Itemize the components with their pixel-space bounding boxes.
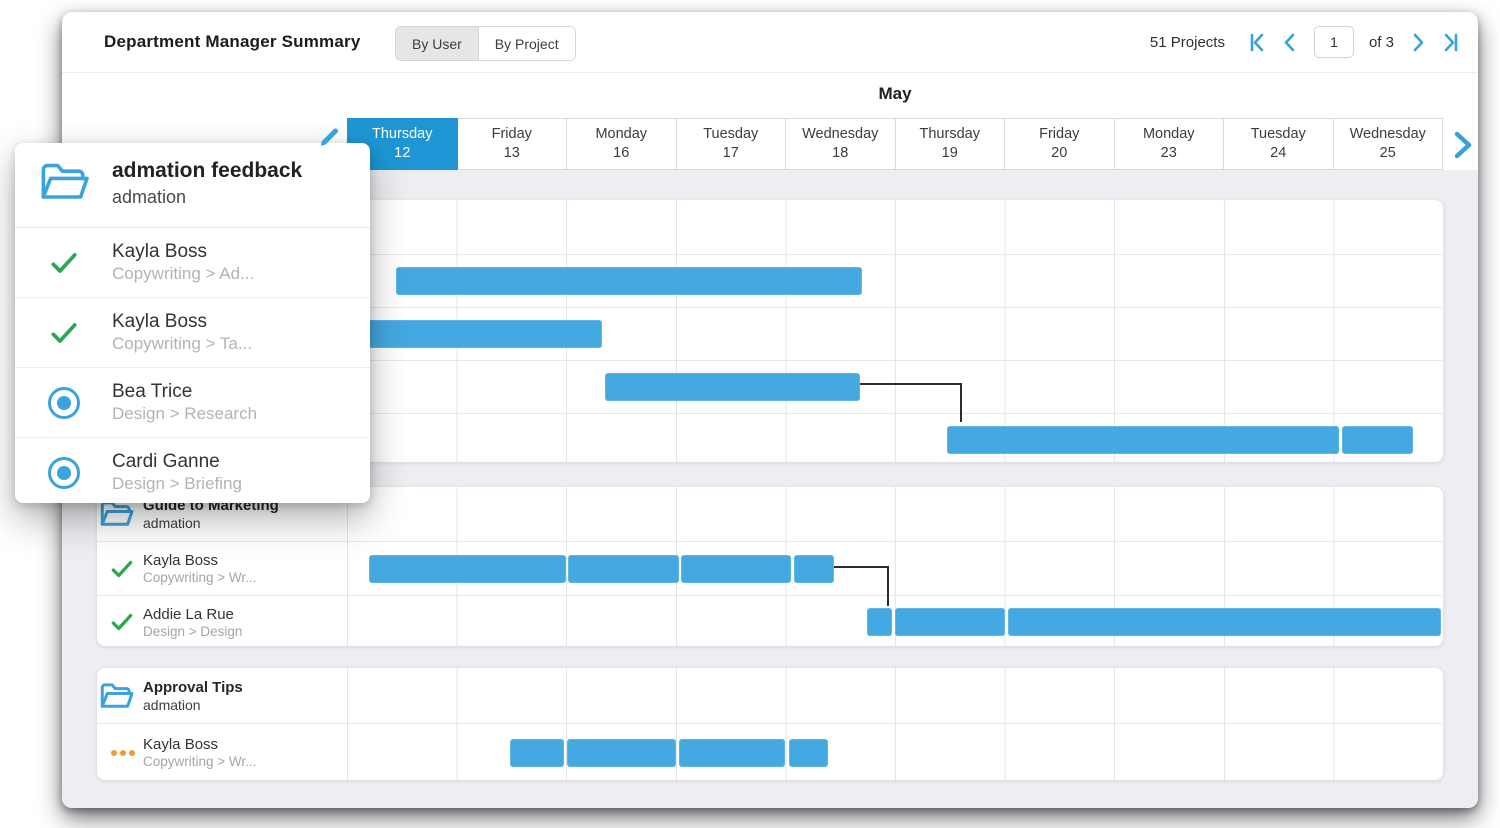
folder-icon (41, 163, 89, 199)
chevron-right-icon (1413, 33, 1424, 51)
day-header-monday-23[interactable]: Monday 23 (1114, 118, 1224, 170)
timeline-next-button[interactable] (1452, 130, 1474, 160)
project-subtitle: admation (143, 515, 201, 531)
task-row: Addie La Rue Design > Design (97, 596, 1443, 646)
timeline-day-header: Thursday 12 Friday 13 Monday 16 Tuesday … (347, 118, 1443, 170)
task-bar[interactable] (568, 554, 680, 583)
task-row: Kayla Boss Copywriting > Wr... (97, 542, 1443, 596)
project-section-guide-to-marketing: Guide to Marketing admation (97, 487, 1443, 646)
task-bar[interactable] (895, 608, 1005, 636)
day-header-thursday-19[interactable]: Thursday 19 (895, 118, 1005, 170)
prev-page-button[interactable] (1281, 31, 1299, 53)
project-section-approval-tips: Approval Tips admation Kayla Boss Copywr (97, 668, 1443, 780)
assignee-name: Kayla Boss (112, 311, 208, 332)
project-header-row: Approval Tips admation (97, 668, 1443, 724)
assignee-name: Addie La Rue (143, 605, 234, 623)
task-detail: Design > Design (143, 623, 243, 639)
next-page-button[interactable] (1409, 31, 1427, 53)
popover-project-subtitle: admation (112, 187, 187, 207)
popover-task-row[interactable]: Kayla Boss Copywriting > Ta... (15, 298, 370, 368)
task-bar[interactable] (347, 320, 603, 348)
popover-project-title: admation feedback (112, 159, 303, 182)
top-bar: Department Manager Summary By User By Pr… (62, 12, 1478, 73)
task-bar[interactable] (866, 608, 892, 636)
task-bar[interactable] (946, 426, 1339, 454)
folder-icon (100, 501, 134, 526)
day-header-monday-16[interactable]: Monday 16 (567, 118, 677, 170)
task-bar[interactable] (679, 738, 786, 767)
chevron-right-icon (1454, 131, 1472, 159)
first-page-button[interactable] (1248, 31, 1266, 53)
task-bar[interactable] (794, 554, 834, 583)
task-row: Kayla Boss Copywriting > Wr... (97, 724, 1443, 780)
pencil-icon (320, 128, 338, 146)
ellipsis-icon (111, 749, 135, 756)
project-title: Approval Tips (143, 678, 243, 696)
in-progress-icon (47, 386, 80, 419)
projects-count-label: 51 Projects (1149, 33, 1225, 51)
first-page-icon (1250, 33, 1264, 51)
page-of-label: of 3 (1368, 33, 1394, 51)
pagination: 51 Projects of 3 (1150, 12, 1460, 72)
assignee-name: Kayla Boss (143, 552, 219, 569)
by-user-tab[interactable]: By User (396, 27, 479, 60)
chevron-left-icon (1284, 33, 1295, 51)
by-project-tab[interactable]: By Project (478, 27, 575, 60)
day-header-friday-20[interactable]: Friday 20 (1005, 118, 1115, 170)
task-bar[interactable] (396, 267, 863, 295)
check-icon (50, 252, 77, 273)
last-page-button[interactable] (1442, 31, 1460, 53)
task-detail: Copywriting > Ad... (112, 264, 255, 283)
day-header-tuesday-24[interactable]: Tuesday 24 (1224, 118, 1334, 170)
assignee-name: Kayla Boss (143, 736, 219, 753)
view-toggle: By User By Project (395, 26, 576, 61)
task-bar[interactable] (510, 738, 564, 767)
page-title: Department Manager Summary (104, 32, 361, 51)
task-bar[interactable] (1007, 608, 1441, 636)
check-icon (50, 322, 77, 343)
day-header-wednesday-25[interactable]: Wednesday 25 (1333, 118, 1443, 170)
task-bar[interactable] (681, 554, 791, 583)
task-bar[interactable] (368, 554, 567, 583)
in-progress-icon (47, 456, 80, 489)
assignee-name: Kayla Boss (112, 241, 208, 262)
project-detail-popover: admation feedback admation Kayla Boss Co… (15, 143, 370, 503)
assignee-name: Cardi Ganne (112, 451, 220, 472)
task-bar[interactable] (604, 373, 860, 401)
popover-task-row[interactable]: Bea Trice Design > Research (15, 368, 370, 438)
month-label: May (878, 84, 912, 103)
task-detail: Copywriting > Ta... (112, 334, 253, 353)
day-header-friday-13[interactable]: Friday 13 (457, 118, 567, 170)
last-page-icon (1444, 33, 1458, 51)
project-subtitle: admation (143, 696, 201, 713)
task-detail: Design > Briefing (112, 474, 242, 493)
day-header-wednesday-18[interactable]: Wednesday 18 (786, 118, 896, 170)
assignee-name: Bea Trice (112, 381, 193, 402)
task-bar[interactable] (567, 738, 676, 767)
day-header-tuesday-17[interactable]: Tuesday 17 (676, 118, 786, 170)
edit-button[interactable] (316, 124, 342, 155)
page-number-input[interactable] (1313, 26, 1354, 58)
task-detail: Design > Research (112, 404, 258, 423)
popover-task-row[interactable]: Kayla Boss Copywriting > Ad... (15, 228, 370, 298)
check-icon (111, 560, 133, 577)
popover-header: admation feedback admation (15, 143, 370, 228)
task-bar[interactable] (1342, 426, 1414, 454)
task-detail: Copywriting > Wr... (143, 754, 257, 769)
task-detail: Copywriting > Wr... (143, 570, 257, 585)
task-bar[interactable] (788, 738, 829, 767)
popover-task-row[interactable]: Cardi Ganne Design > Briefing (15, 438, 370, 507)
check-icon (111, 613, 133, 631)
folder-icon (100, 682, 134, 708)
